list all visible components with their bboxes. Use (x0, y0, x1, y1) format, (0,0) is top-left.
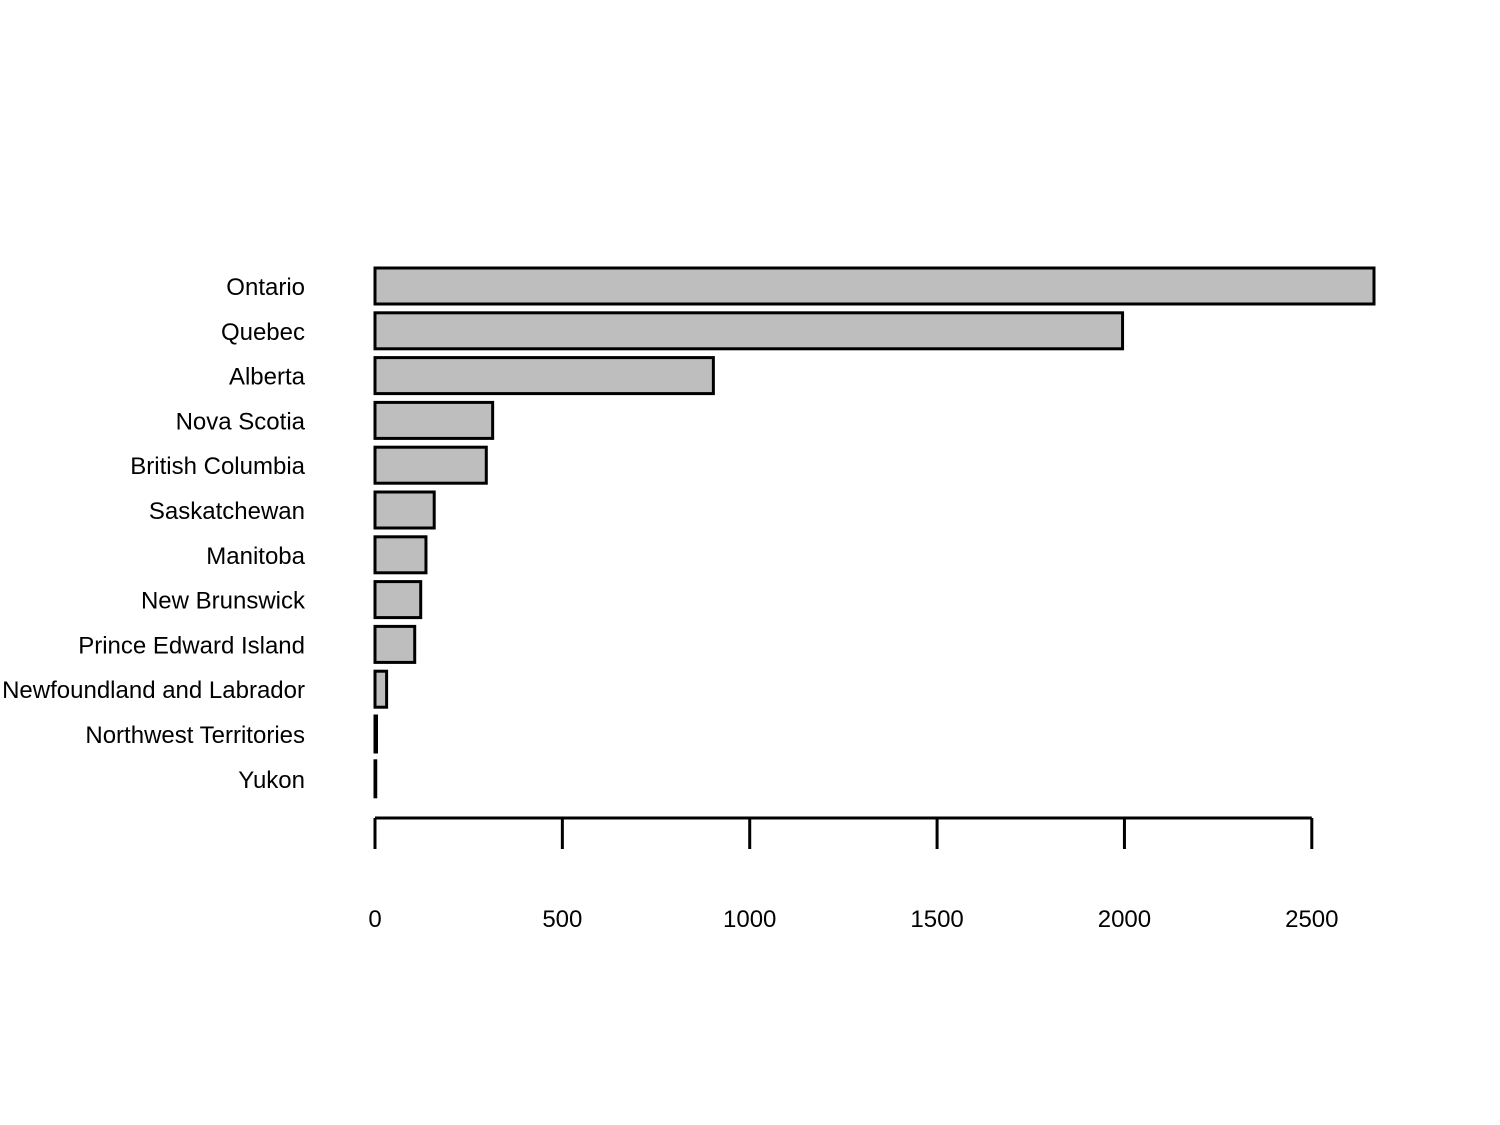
x-tick-label-2500: 2500 (1285, 906, 1338, 933)
category-label-british-columbia: British Columbia (130, 453, 305, 480)
category-labels: Ontario Quebec Alberta Nova Scotia British C… (2, 274, 306, 794)
bar-yukon (373, 759, 378, 799)
x-tick-label-1000: 1000 (723, 906, 776, 933)
category-label-yukon: Yukon (238, 767, 305, 794)
bar-ontario (373, 266, 1376, 306)
category-label-ontario: Ontario (226, 274, 305, 301)
category-label-northwest-territories: Northwest Territories (85, 722, 305, 749)
category-label-nova-scotia: Nova Scotia (176, 408, 306, 435)
category-label-alberta: Alberta (229, 364, 306, 391)
bar-alberta (373, 356, 715, 396)
bar-quebec (373, 311, 1125, 351)
category-label-manitoba: Manitoba (206, 543, 305, 570)
x-tick-label-0: 0 (368, 906, 381, 933)
bar-nova-scotia (373, 400, 495, 440)
category-label-quebec: Quebec (221, 319, 305, 346)
bar-newfoundland-and-labrador (373, 669, 389, 709)
x-tick-label-1500: 1500 (910, 906, 963, 933)
category-label-newfoundland-and-labrador: Newfoundland and Labrador (2, 677, 305, 704)
x-tick-label-2000: 2000 (1098, 906, 1151, 933)
bar-northwest-territories (373, 714, 378, 754)
x-tick-label-500: 500 (542, 906, 582, 933)
bar-prince-edward-island (373, 624, 417, 664)
bar-saskatchewan (373, 490, 436, 530)
category-label-prince-edward-island: Prince Edward Island (78, 632, 305, 659)
bars-group (373, 266, 1376, 799)
category-label-new-brunswick: New Brunswick (141, 588, 306, 615)
x-axis: 0 500 1000 1500 2000 2500 (368, 816, 1338, 933)
bar-manitoba (373, 535, 428, 575)
category-label-saskatchewan: Saskatchewan (149, 498, 305, 525)
bar-new-brunswick (373, 580, 423, 620)
bar-british-columbia (373, 445, 488, 485)
